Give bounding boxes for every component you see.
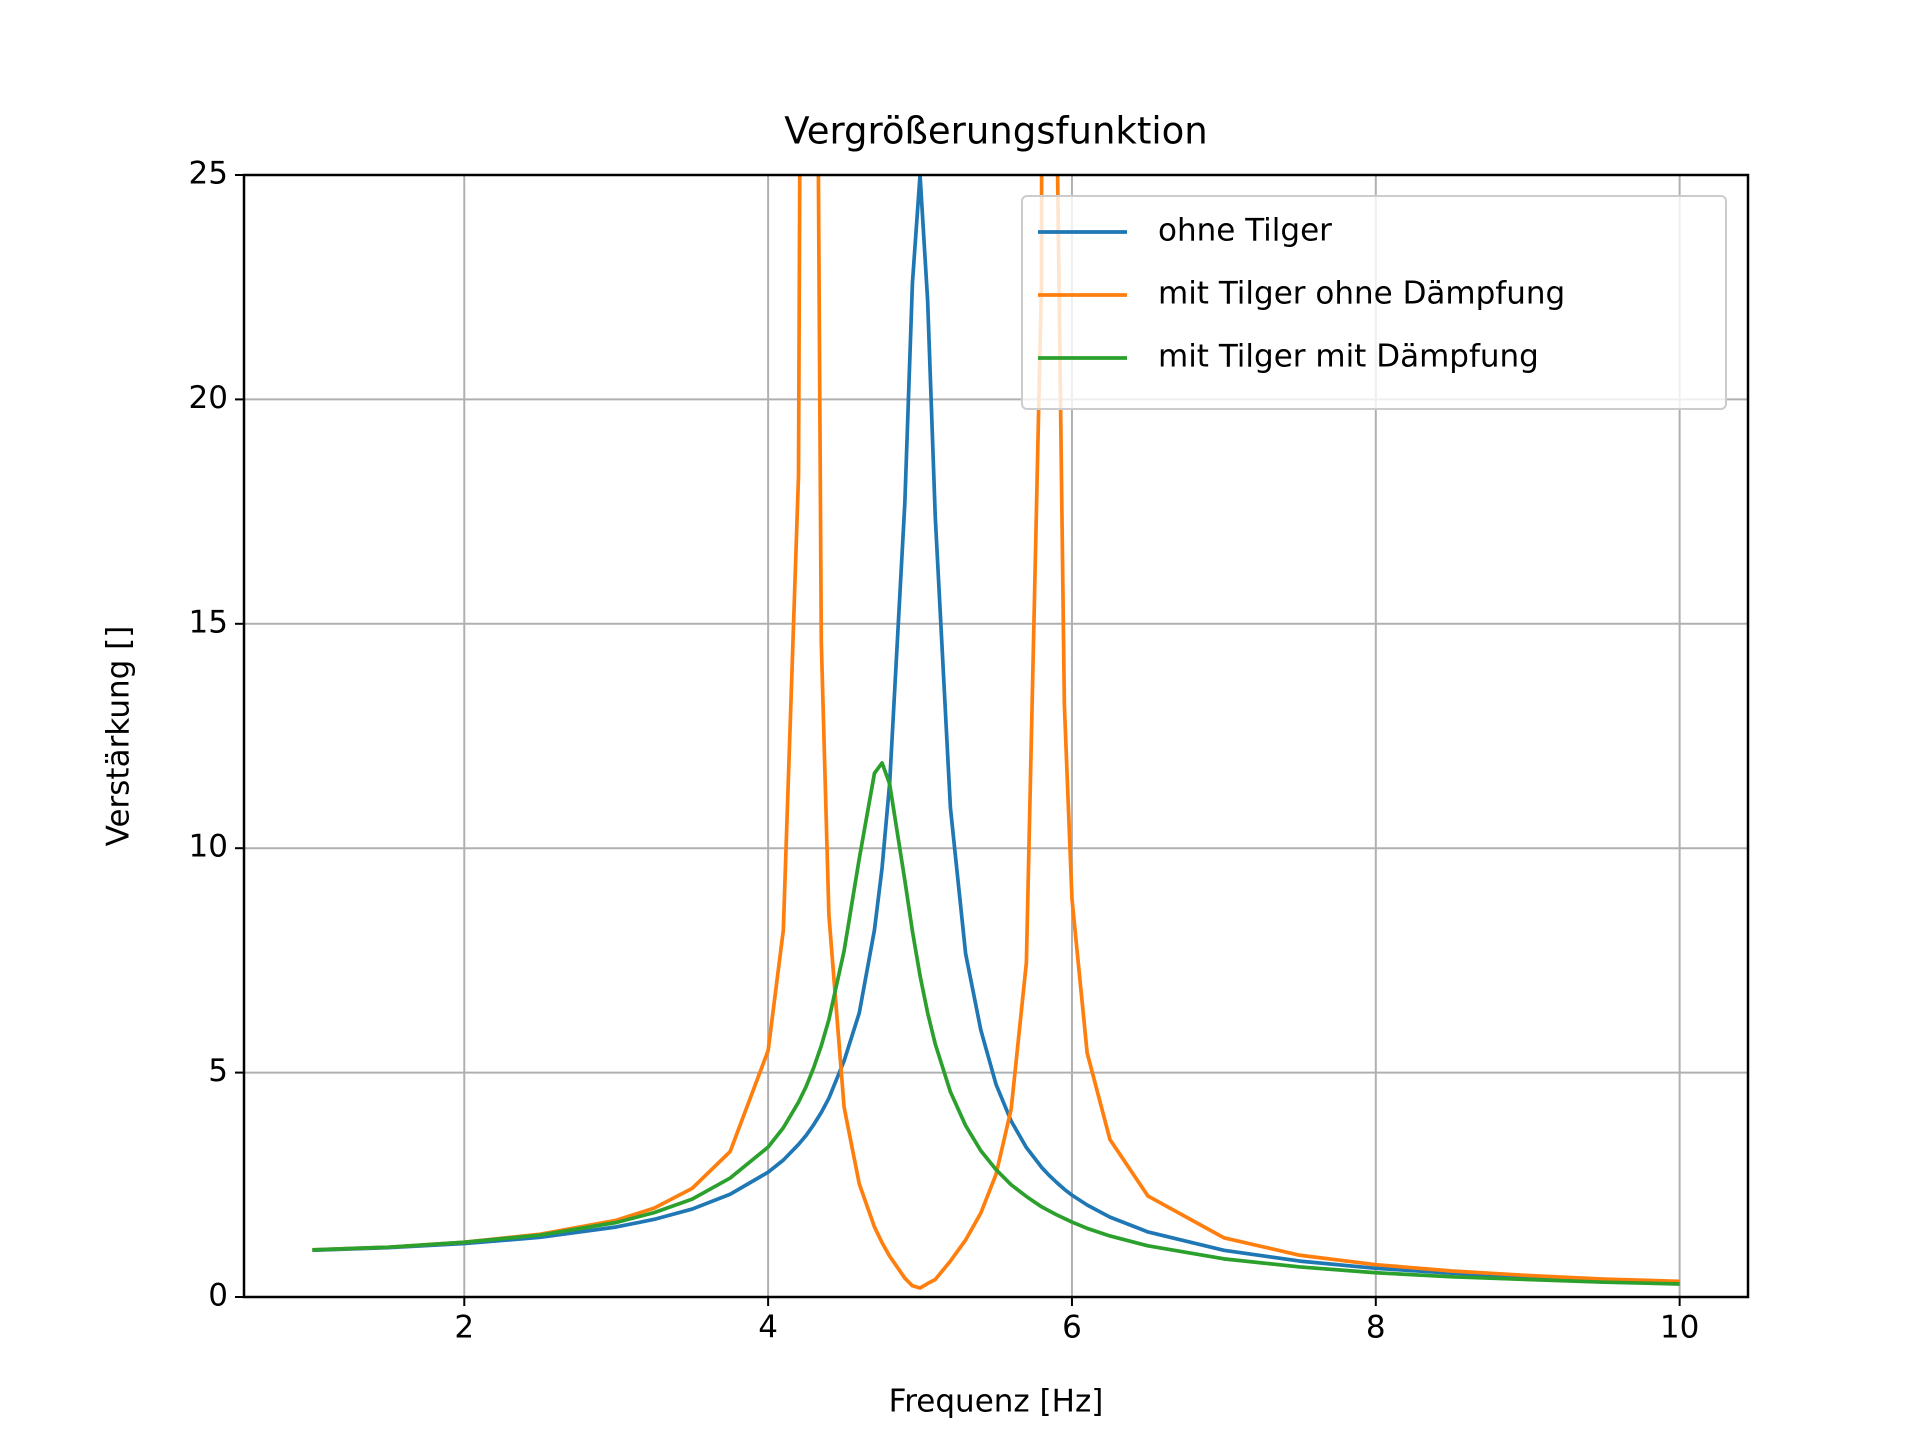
y-tick-label: 25: [189, 156, 228, 192]
chart-title: Vergrößerungsfunktion: [784, 110, 1207, 153]
legend-label: mit Tilger mit Dämpfung: [1158, 339, 1539, 375]
series-line: [312, 175, 1680, 1285]
x-tick-label: 4: [758, 1310, 778, 1346]
x-axis-label: Frequenz [Hz]: [889, 1384, 1104, 1420]
y-tick-label: 5: [208, 1053, 228, 1089]
y-tick-label: 10: [189, 829, 228, 865]
x-tick-label: 2: [454, 1310, 474, 1346]
legend-box: [1021, 195, 1727, 410]
legend-label: mit Tilger ohne Dämpfung: [1158, 276, 1565, 312]
legend: ohne Tilger mit Tilger ohne Dämpfung mit T…: [1021, 195, 1727, 410]
x-tick-label: 10: [1660, 1310, 1699, 1346]
x-tick-label: 8: [1366, 1310, 1386, 1346]
y-tick-label: 20: [189, 380, 228, 416]
legend-label: ohne Tilger: [1158, 213, 1332, 249]
series-line: [312, 761, 1680, 1286]
plot-frame: [242, 173, 1750, 1299]
plot-lines: [312, 175, 1680, 1290]
series-line: [312, 175, 1680, 1290]
y-axis-label: Verstärkung []: [101, 626, 137, 847]
x-tick-label: 6: [1062, 1310, 1082, 1346]
y-tick-label: 0: [208, 1278, 228, 1314]
y-tick-label: 15: [189, 604, 228, 640]
